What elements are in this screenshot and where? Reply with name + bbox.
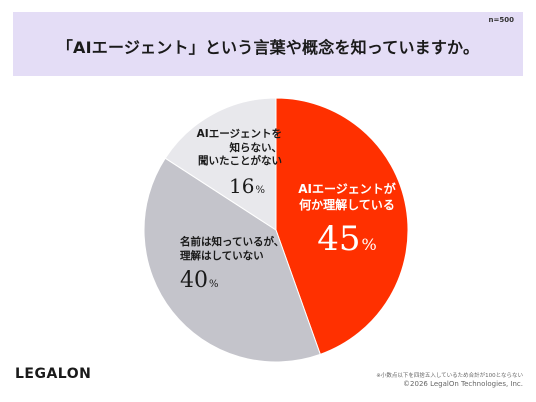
slice-value-known-name: 40 [180,268,208,294]
slice-label-known-name-line2: 理解はしていない [180,249,264,262]
slice-value-unknown: 16 [229,173,255,198]
slice-label-unknown-line3: 聞いたことがない [198,155,282,168]
slice-label-unknown-line2: 知らない、 [229,141,283,154]
slice-label-understand: AIエージェントが 何か理解している 45% [287,182,407,261]
copyright: ©2026 LegalOn Technologies, Inc. [403,380,523,389]
slice-unit-known-name: % [209,279,219,291]
slice-value-understand: 45 [317,219,361,260]
slice-unit-understand: % [361,235,377,255]
footnote: ※小数点以下を四捨五入しているため合計が100とならない [376,373,523,379]
slice-label-unknown: AIエージェントを 知らない、 聞いたことがない 16% [182,128,282,199]
sample-size: n=500 [488,16,514,24]
chart-title: 「AIエージェント」という言葉や概念を知っていますか。 [56,38,480,57]
legalon-logo: LEGALON [15,366,92,382]
slice-label-known-name: 名前は知っているが、 理解はしていない 40% [180,236,300,296]
slice-label-understand-line1: AIエージェントが [298,182,396,196]
title-band: n=500 「AIエージェント」という言葉や概念を知っていますか。 [13,12,523,76]
footer: ※小数点以下を四捨五入しているため合計が100とならない ©2026 Legal… [376,373,523,390]
pie-slice-understand [275,97,409,355]
pie-slice-known-name [143,157,321,363]
slice-label-understand-line2: 何か理解している [299,197,395,212]
slice-label-known-name-line1: 名前は知っているが、 [180,236,285,248]
pie-slice-unknown [164,97,277,231]
slice-unit-unknown: % [255,184,265,196]
slice-label-unknown-line1: AIエージェントを [196,128,282,140]
